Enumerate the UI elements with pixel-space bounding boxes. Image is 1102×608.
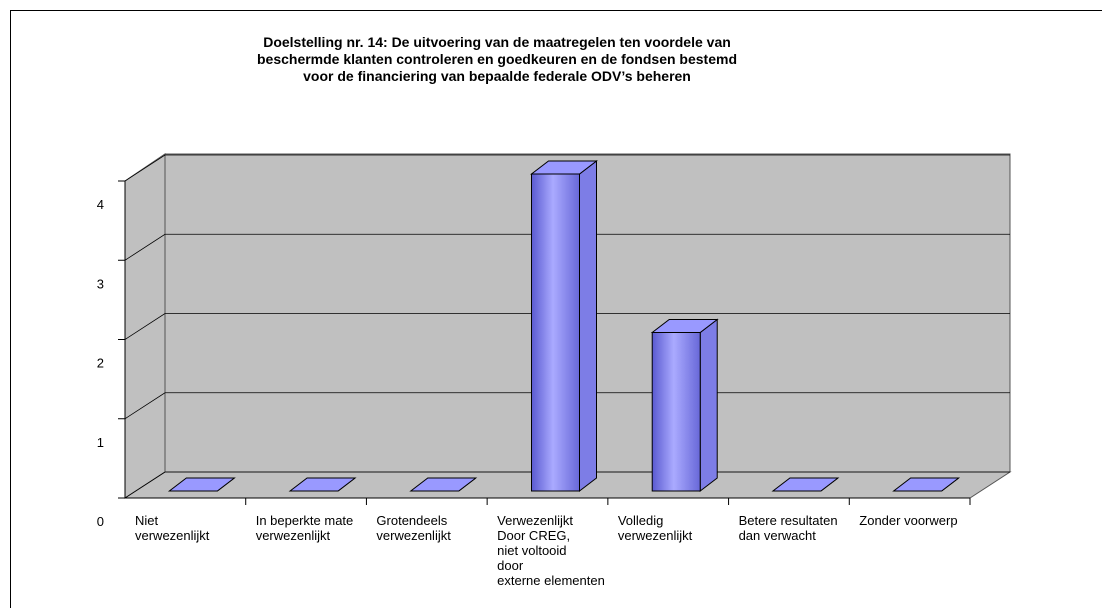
bar-top	[167, 477, 236, 492]
chart-title: voor de financiering van bepaalde federa…	[303, 68, 691, 84]
x-tick-label: Volledig verwezenlijkt	[618, 513, 693, 543]
y-tick-label: 3	[97, 276, 104, 291]
y-tick-label: 4	[97, 197, 104, 212]
y-tick-label: 2	[97, 356, 104, 371]
x-tick-label: Grotendeels verwezenlijkt	[376, 513, 451, 543]
bar	[651, 332, 701, 492]
bar-top	[409, 477, 478, 492]
bar-top	[288, 477, 357, 492]
bar-top	[892, 477, 961, 492]
bar-top	[650, 319, 719, 333]
bar-top	[530, 160, 598, 175]
bar-top	[771, 477, 840, 492]
x-tick-label: In beperkte mate verwezenlijkt	[256, 513, 354, 543]
grid-line	[124, 313, 1010, 340]
x-tick-label: Verwezenlijkt Door CREG, niet voltooid door…	[497, 513, 605, 588]
bar-side	[699, 318, 718, 493]
bar	[531, 173, 580, 492]
x-tick-label: Niet verwezenlijkt	[135, 513, 210, 543]
grid-line	[124, 233, 1010, 261]
grid-line	[124, 392, 1010, 420]
y-tick-label: 0	[97, 514, 104, 529]
x-tick-label: Zonder voorwerp	[859, 513, 957, 528]
grid-line	[124, 471, 1010, 499]
y-tick-label: 1	[97, 435, 104, 450]
side-wall	[124, 153, 166, 499]
chart-title: Doelstelling nr. 14: De uitvoering van d…	[263, 34, 731, 50]
x-tick-label: Betere resultaten dan verwacht	[739, 513, 838, 543]
grid-line	[124, 154, 1010, 182]
bar-side	[579, 159, 597, 493]
chart-title: beschermde klanten controleren en goedke…	[257, 51, 737, 67]
